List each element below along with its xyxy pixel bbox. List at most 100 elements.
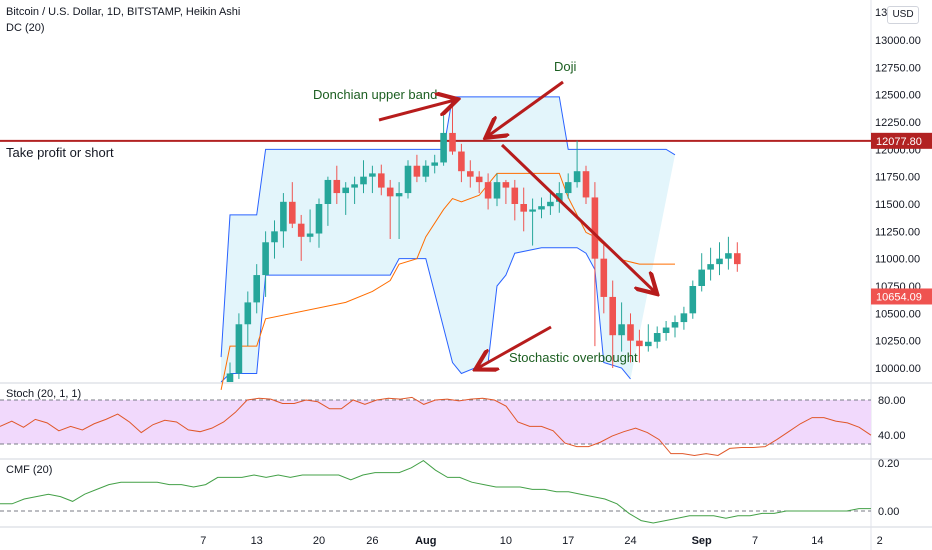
candle-body[interactable] [467,171,474,177]
candle-body[interactable] [306,233,314,237]
candle-body[interactable] [315,204,323,234]
candle-body[interactable] [636,340,643,347]
candle-body[interactable] [662,327,670,334]
stoch-tick-label: 40.00 [878,430,906,442]
time-tick-label: 13 [251,535,263,547]
candle-body[interactable] [591,197,599,259]
candle-body[interactable] [529,209,536,212]
candle-body[interactable] [333,179,341,194]
candle-body[interactable] [547,201,554,207]
candle-body[interactable] [502,182,510,188]
time-tick-label: 26 [366,535,378,547]
price-tick-label: 12500.00 [875,90,921,102]
candle-body[interactable] [484,182,492,199]
candle-body[interactable] [698,269,705,286]
candle-body[interactable] [342,187,349,194]
candle-body[interactable] [351,184,358,188]
currency-button[interactable]: USD [887,6,919,24]
candle-body[interactable] [600,258,608,297]
candle-body[interactable] [431,162,438,166]
candle-body[interactable] [618,324,625,336]
candle-body[interactable] [627,324,634,341]
candle-body[interactable] [369,173,376,177]
last-price-tag [871,288,932,305]
price-tick-label: 12750.00 [875,62,921,74]
stoch-tick-label: 80.00 [878,395,906,407]
time-tick-label: 17 [562,535,574,547]
price-tick-label: 11750.00 [875,172,920,184]
candle-body[interactable] [280,201,287,232]
candle-body[interactable] [449,132,456,152]
candle-body[interactable] [671,322,679,328]
price-tick-label: 10500.00 [875,308,921,320]
candle-body[interactable] [556,193,563,202]
candle-body[interactable] [297,223,305,237]
candle-body[interactable] [413,165,421,177]
candle-body[interactable] [324,179,332,204]
time-tick-label: 2 [877,535,883,547]
candle-body[interactable] [422,165,430,177]
candle-body[interactable] [511,187,519,204]
candle-body[interactable] [725,253,732,259]
price-tick-label: 13 [875,7,887,19]
candle-body[interactable] [689,286,697,314]
hline-price-label: 12077.80 [876,136,922,148]
time-tick-label: Aug [415,535,436,547]
candle-body[interactable] [538,206,545,210]
chart-title: Bitcoin / U.S. Dollar, 1D, BITSTAMP, Hei… [6,6,241,18]
candle-body[interactable] [244,302,252,325]
arrow-to-stochastic [478,325,552,368]
candle-body[interactable] [458,151,465,172]
candle-body[interactable] [262,242,269,276]
price-tick-label: 12250.00 [875,117,921,129]
candle-body[interactable] [716,258,723,265]
candle-body[interactable] [386,187,394,197]
candle-body[interactable] [289,201,296,224]
arrow-drop [500,143,655,292]
cmf-title: CMF (20) [6,464,52,476]
candle-body[interactable] [564,182,572,194]
time-tick-label: 24 [624,535,636,547]
candle-body[interactable] [475,176,483,183]
candle-body[interactable] [226,373,234,382]
candle-body[interactable] [395,193,403,197]
candle-body[interactable] [271,231,278,243]
annotation-stochastic-overbought: Stochastic overbought [509,350,638,365]
stoch-band-fill [0,400,871,444]
candle-body[interactable] [609,296,616,336]
stochastic-pane[interactable]: Stoch (20, 1, 1) 80.00 40.00 [0,388,906,456]
time-tick-label: 7 [200,535,206,547]
price-tick-label: 11500.00 [875,199,920,211]
candle-body[interactable] [253,275,260,303]
annotation-doji: Doji [554,59,577,74]
price-tick-label: 10250.00 [875,336,921,348]
price-tick-label: 13000.00 [875,35,921,47]
candle-body[interactable] [520,204,527,212]
candle-body[interactable] [573,171,581,183]
candle-body[interactable] [582,171,590,198]
candle-body[interactable] [404,165,412,194]
arrow-to-doji [488,80,564,136]
time-tick-label: 10 [500,535,512,547]
candle-body[interactable] [707,264,714,270]
candle-body[interactable] [493,182,501,199]
annotation-donchian-upper-band: Donchian upper band [313,87,437,102]
candle-body[interactable] [360,176,367,185]
time-axis: 7 13 20 26 Aug 10 17 24 Sep 7 14 2 [200,535,883,547]
cmf-pane[interactable]: CMF (20) 0.20 0.00 [0,458,899,524]
candle-body[interactable] [734,253,741,265]
arrow-to-upper-band [378,100,455,122]
candle-body[interactable] [645,341,652,347]
candle-body[interactable] [440,132,447,163]
donchian-fill [221,96,675,382]
time-tick-label: 7 [752,535,758,547]
time-tick-label: 14 [811,535,823,547]
price-tick-label: 11250.00 [875,226,920,238]
candle-body[interactable] [378,173,385,188]
candle-body[interactable] [680,313,688,323]
candle-body[interactable] [235,324,243,374]
candle-body[interactable] [653,333,661,342]
time-tick-label: 20 [313,535,325,547]
